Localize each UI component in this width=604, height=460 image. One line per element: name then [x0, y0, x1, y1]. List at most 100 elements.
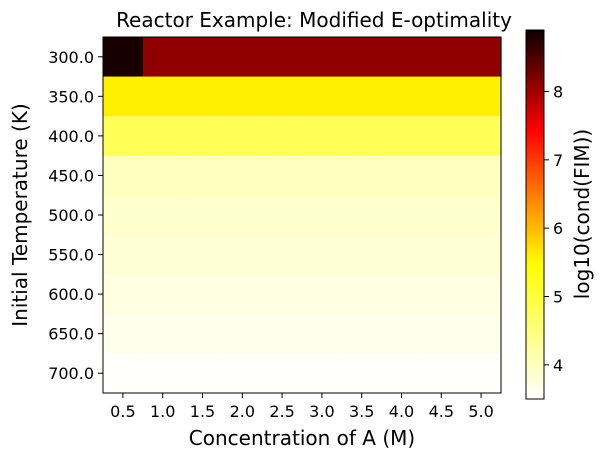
x-tick-label: 4.5: [429, 402, 454, 421]
heatmap-cell: [142, 76, 184, 117]
heatmap-cell: [421, 313, 462, 355]
heatmap-cell: [302, 37, 343, 78]
heatmap-cell: [341, 76, 383, 117]
heatmap-cell: [222, 353, 263, 394]
heatmap-cell: [103, 76, 144, 117]
heatmap-cell: [222, 155, 263, 196]
heatmap-cell: [222, 116, 263, 157]
y-axis-label: Initial Temperature (K): [8, 103, 32, 326]
heatmap-cell: [262, 313, 303, 355]
heatmap-cell: [182, 234, 223, 275]
y-tick-label: 600.0: [48, 285, 94, 304]
heatmap-cell: [142, 116, 184, 157]
heatmap-cell: [461, 353, 502, 394]
heatmap-cell: [142, 37, 184, 78]
heatmap-cell: [302, 353, 343, 394]
y-tick-label: 350.0: [48, 87, 94, 106]
x-tick-label: 2.0: [230, 402, 255, 421]
heatmap-cell: [381, 234, 422, 275]
heatmap-cell: [341, 353, 383, 394]
heatmap-cell: [302, 116, 343, 157]
heatmap-cell: [421, 353, 462, 394]
x-axis-ticks: 0.5 1.0 1.5 2.0 2.5 3.0 3.5 4.0 4.5 5.0: [110, 393, 494, 421]
colorbar-tick-label: 7: [553, 151, 563, 170]
heatmap-cell: [381, 195, 422, 236]
heatmap-cell: [182, 274, 223, 315]
heatmap-cell: [341, 274, 383, 315]
heatmap-cell: [103, 234, 144, 275]
colorbar-tick-label: 6: [553, 219, 563, 238]
heatmap-cell: [182, 116, 223, 157]
y-tick-label: 500.0: [48, 206, 94, 225]
colorbar-ticks: 4 5 6 7 8: [544, 83, 563, 375]
heatmap-cell: [461, 155, 502, 196]
heatmap-cell: [381, 313, 422, 355]
x-tick-label: 3.0: [309, 402, 334, 421]
heatmap-cell: [341, 313, 383, 355]
heatmap-cell: [341, 155, 383, 196]
heatmap-cell: [262, 37, 303, 78]
heatmap-cell: [222, 195, 263, 236]
y-axis-ticks: 300.0 350.0 400.0 450.0 500.0 550.0 600.0 650.0…: [48, 48, 103, 383]
heatmap-cell: [103, 155, 144, 196]
heatmap-cell: [302, 234, 343, 275]
x-tick-label: 2.5: [269, 402, 294, 421]
heatmap-cell: [421, 195, 462, 236]
heatmap-cell: [142, 234, 184, 275]
heatmap-cells: [103, 37, 502, 394]
heatmap-cell: [262, 76, 303, 117]
x-tick-label: 1.0: [150, 402, 175, 421]
heatmap-cell: [103, 195, 144, 236]
heatmap-cell: [142, 313, 184, 355]
y-tick-label: 700.0: [48, 364, 94, 383]
heatmap-cell: [421, 274, 462, 315]
chart-title: Reactor Example: Modified E-optimality: [116, 8, 512, 32]
heatmap-cell: [461, 195, 502, 236]
heatmap-cell: [461, 116, 502, 157]
heatmap-cell: [222, 274, 263, 315]
heatmap-cell: [461, 274, 502, 315]
heatmap-cell: [182, 195, 223, 236]
colorbar: [525, 29, 545, 400]
heatmap-cell: [421, 76, 462, 117]
heatmap-cell: [341, 195, 383, 236]
heatmap-cell: [421, 234, 462, 275]
heatmap-cell: [142, 155, 184, 196]
heatmap-cell: [142, 274, 184, 315]
heatmap-cell: [103, 37, 144, 78]
y-tick-label: 550.0: [48, 246, 94, 265]
heatmap-cell: [142, 353, 184, 394]
colorbar-label: log10(cond(FIM)): [570, 129, 594, 299]
heatmap-cell: [222, 37, 263, 78]
colorbar-tick-label: 8: [553, 83, 563, 102]
heatmap-cell: [461, 37, 502, 78]
y-tick-label: 300.0: [48, 48, 94, 67]
heatmap-cell: [262, 234, 303, 275]
heatmap-cell: [341, 234, 383, 275]
heatmap-cell: [302, 313, 343, 355]
colorbar-tick-label: 4: [553, 356, 563, 375]
heatmap-cell: [302, 274, 343, 315]
heatmap-cell: [103, 353, 144, 394]
heatmap-cell: [182, 353, 223, 394]
heatmap-cell: [381, 274, 422, 315]
heatmap-cell: [222, 234, 263, 275]
heatmap-cell: [461, 234, 502, 275]
x-tick-label: 0.5: [110, 402, 135, 421]
heatmap-cell: [103, 116, 144, 157]
heatmap-cell: [262, 195, 303, 236]
x-axis-label: Concentration of A (M): [189, 426, 415, 450]
heatmap-cell: [262, 116, 303, 157]
heatmap-cell: [381, 76, 422, 117]
heatmap-cell: [302, 155, 343, 196]
y-tick-label: 400.0: [48, 127, 94, 146]
heatmap-cell: [182, 313, 223, 355]
heatmap-cell: [461, 76, 502, 117]
heatmap-cell: [262, 353, 303, 394]
x-tick-label: 1.5: [190, 402, 215, 421]
heatmap-cell: [381, 37, 422, 78]
heatmap-cell: [381, 155, 422, 196]
heatmap-cell: [182, 37, 223, 78]
x-tick-label: 4.0: [389, 402, 414, 421]
y-tick-label: 650.0: [48, 325, 94, 344]
